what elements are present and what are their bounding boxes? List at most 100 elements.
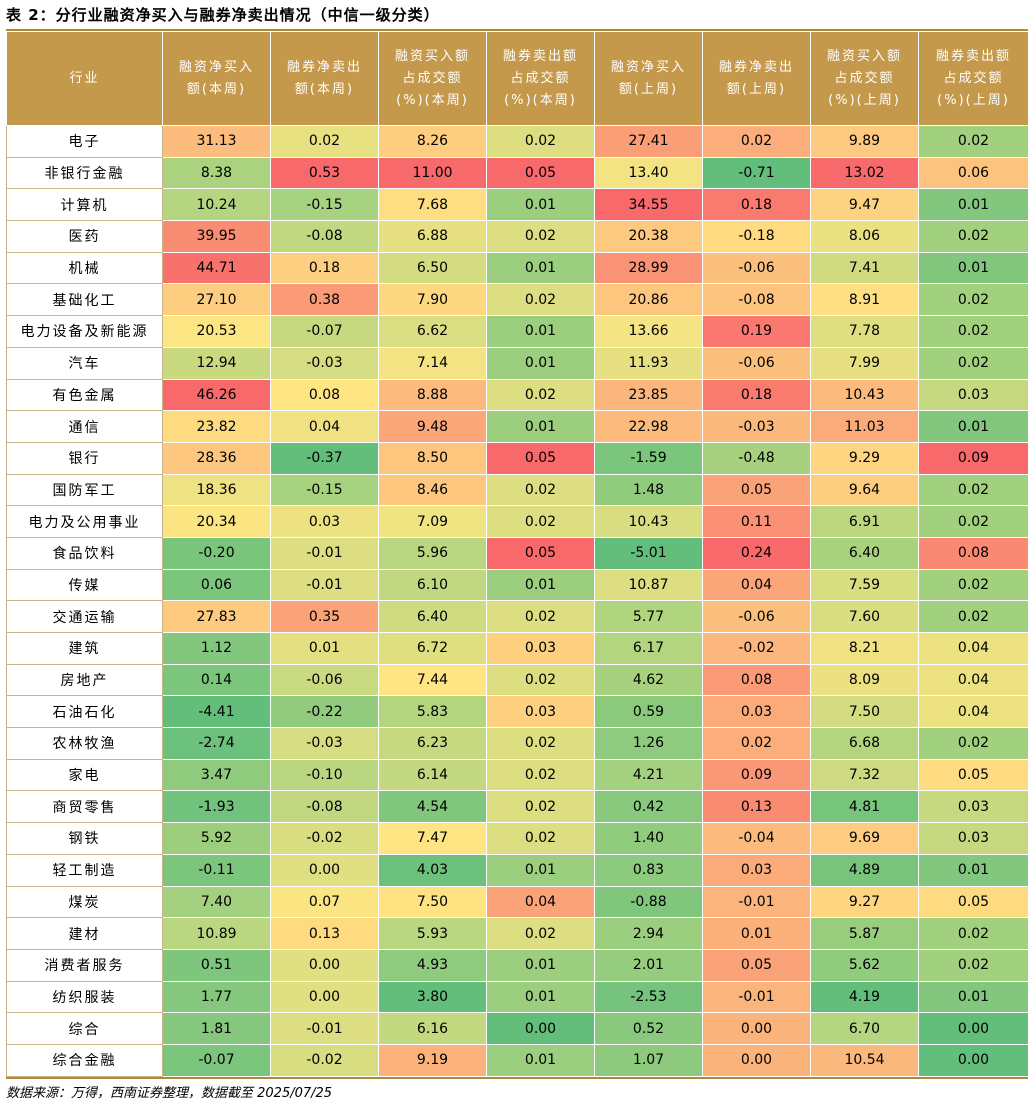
column-header-line: 额(本周) xyxy=(294,81,355,97)
value-cell: 1.12 xyxy=(162,632,271,665)
column-header-line: 额(本周) xyxy=(186,81,247,97)
value-cell: 0.02 xyxy=(918,568,1029,602)
column-header-line: 融券卖出额 xyxy=(935,48,1011,64)
value-cell: 0.02 xyxy=(486,758,595,792)
column-header-line: (%)(上周) xyxy=(937,92,1010,108)
value-cell: -0.22 xyxy=(270,695,379,729)
table-row: 家电 3.47 -0.10 6.14 0.02 4.21 0.09 7.32 0.05 xyxy=(6,758,1029,792)
table-row: 有色金属 46.26 0.08 8.88 0.02 23.85 0.18 10.43 0.03 xyxy=(6,378,1029,412)
value-cell: 0.35 xyxy=(270,600,379,633)
value-cell: 0.04 xyxy=(918,663,1029,697)
value-cell: -0.10 xyxy=(270,758,379,792)
value-cell: 0.05 xyxy=(486,536,595,570)
value-cell: -0.07 xyxy=(270,315,379,348)
value-cell: 0.51 xyxy=(162,948,271,982)
table-row: 食品饮料 -0.20 -0.01 5.96 0.05 -5.01 0.24 6.40 0.08 xyxy=(6,536,1029,570)
value-cell: 0.02 xyxy=(918,473,1029,507)
value-cell: 6.16 xyxy=(378,1012,487,1045)
column-header-line: 占成交额 xyxy=(402,70,463,86)
value-cell: 5.83 xyxy=(378,695,487,729)
margin-trading-table: 行业 融资净买入 额(本周) 融券净卖出 额(本周) 融资买入额 占成交额 (%)(本周) 融券… xyxy=(6,31,1029,1077)
industry-cell: 综合 xyxy=(6,1012,163,1045)
industry-cell: 轻工制造 xyxy=(6,853,163,887)
value-cell: 7.14 xyxy=(378,346,487,380)
value-cell: 6.23 xyxy=(378,727,487,760)
value-cell: 0.38 xyxy=(270,283,379,317)
table-row: 国防军工 18.36 -0.15 8.46 0.02 1.48 0.05 9.64 0.02 xyxy=(6,473,1029,507)
table-row: 轻工制造 -0.11 0.00 4.03 0.01 0.83 0.03 4.89 0.01 xyxy=(6,853,1029,887)
column-header-7: 融资买入额 占成交额 (%)(上周) xyxy=(810,31,919,126)
value-cell: 0.03 xyxy=(270,505,379,538)
value-cell: 0.01 xyxy=(486,980,595,1014)
value-cell: 6.14 xyxy=(378,758,487,792)
value-cell: 0.00 xyxy=(918,1012,1029,1045)
value-cell: 0.02 xyxy=(486,663,595,697)
industry-cell: 电子 xyxy=(6,125,163,158)
value-cell: 4.19 xyxy=(810,980,919,1014)
value-cell: 0.09 xyxy=(918,441,1029,475)
value-cell: 0.53 xyxy=(270,156,379,190)
value-cell: -2.53 xyxy=(594,980,703,1014)
value-cell: 0.06 xyxy=(162,568,271,602)
value-cell: 1.48 xyxy=(594,473,703,507)
table-row: 消费者服务 0.51 0.00 4.93 0.01 2.01 0.05 5.62 0.02 xyxy=(6,948,1029,982)
value-cell: 10.54 xyxy=(810,1043,919,1077)
column-header-line: 融券净卖出 xyxy=(718,59,794,75)
table-title: 表 2：分行业融资净买入与融券净卖出情况（中信一级分类） xyxy=(6,6,440,24)
column-header-0: 行业 xyxy=(6,31,163,126)
value-cell: -0.01 xyxy=(702,885,811,919)
industry-cell: 钢铁 xyxy=(6,822,163,855)
column-header-line: (%)(本周) xyxy=(396,92,469,108)
value-cell: 0.02 xyxy=(486,790,595,824)
value-cell: 7.47 xyxy=(378,822,487,855)
value-cell: 0.02 xyxy=(702,125,811,158)
value-cell: 8.38 xyxy=(162,156,271,190)
value-cell: 7.50 xyxy=(810,695,919,729)
value-cell: -0.01 xyxy=(270,1012,379,1045)
value-cell: 11.03 xyxy=(810,410,919,443)
column-header-6: 融券净卖出 额(上周) xyxy=(702,31,811,126)
value-cell: 0.03 xyxy=(918,790,1029,824)
value-cell: 10.24 xyxy=(162,188,271,222)
value-cell: -4.41 xyxy=(162,695,271,729)
table-row: 机械 44.71 0.18 6.50 0.01 28.99 -0.06 7.41 0.01 xyxy=(6,251,1029,285)
value-cell: 0.04 xyxy=(702,568,811,602)
column-header-line: 占成交额 xyxy=(943,70,1004,86)
industry-cell: 家电 xyxy=(6,758,163,792)
industry-cell: 机械 xyxy=(6,251,163,285)
industry-cell: 商贸零售 xyxy=(6,790,163,824)
value-cell: 7.60 xyxy=(810,600,919,633)
value-cell: 0.03 xyxy=(918,378,1029,412)
value-cell: 1.40 xyxy=(594,822,703,855)
value-cell: 20.86 xyxy=(594,283,703,317)
value-cell: -0.02 xyxy=(270,822,379,855)
value-cell: 8.50 xyxy=(378,441,487,475)
value-cell: 10.87 xyxy=(594,568,703,602)
value-cell: 0.04 xyxy=(918,632,1029,665)
value-cell: 0.05 xyxy=(702,948,811,982)
value-cell: 9.27 xyxy=(810,885,919,919)
table-row: 石油石化 -4.41 -0.22 5.83 0.03 0.59 0.03 7.50 0.04 xyxy=(6,695,1029,729)
value-cell: 8.46 xyxy=(378,473,487,507)
value-cell: 0.04 xyxy=(486,885,595,919)
column-header-line: (%)(上周) xyxy=(828,92,901,108)
value-cell: 0.01 xyxy=(486,346,595,380)
table-row: 综合 1.81 -0.01 6.16 0.00 0.52 0.00 6.70 0.00 xyxy=(6,1012,1029,1045)
column-header-line: 融资买入额 xyxy=(826,48,902,64)
industry-cell: 交通运输 xyxy=(6,600,163,633)
value-cell: 12.94 xyxy=(162,346,271,380)
value-cell: 0.02 xyxy=(486,125,595,158)
industry-cell: 非银行金融 xyxy=(6,156,163,190)
value-cell: 0.02 xyxy=(918,220,1029,253)
table-row: 农林牧渔 -2.74 -0.03 6.23 0.02 1.26 0.02 6.68 0.02 xyxy=(6,727,1029,760)
value-cell: 20.38 xyxy=(594,220,703,253)
value-cell: 0.01 xyxy=(486,315,595,348)
value-cell: -0.15 xyxy=(270,188,379,222)
value-cell: 0.02 xyxy=(702,727,811,760)
value-cell: 0.14 xyxy=(162,663,271,697)
value-cell: 5.93 xyxy=(378,917,487,950)
industry-cell: 农林牧渔 xyxy=(6,727,163,760)
value-cell: 0.01 xyxy=(486,188,595,222)
table-row: 房地产 0.14 -0.06 7.44 0.02 4.62 0.08 8.09 0.04 xyxy=(6,663,1029,697)
table-row: 医药 39.95 -0.08 6.88 0.02 20.38 -0.18 8.06 0.02 xyxy=(6,220,1029,253)
